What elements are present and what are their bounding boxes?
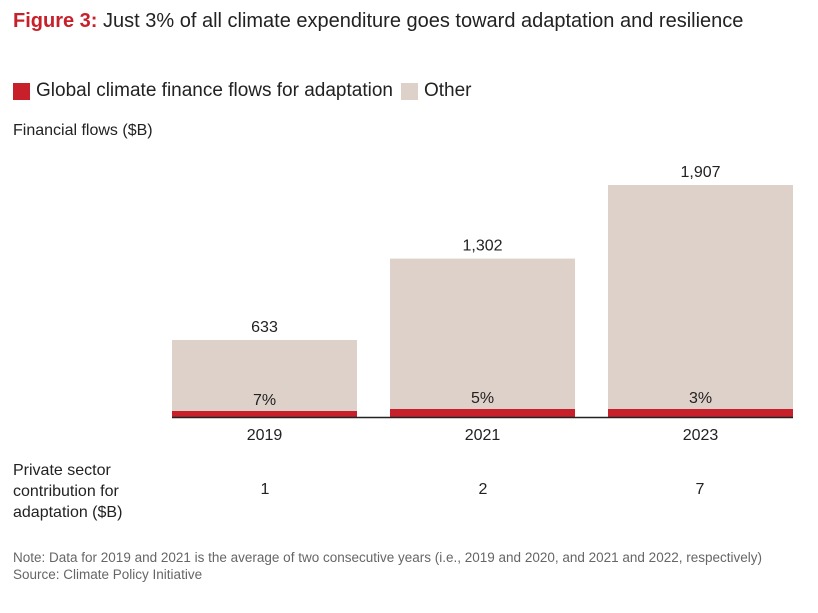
- y-axis-label: Financial flows ($B): [13, 122, 153, 139]
- footnote: Note: Data for 2019 and 2021 is the aver…: [13, 549, 803, 583]
- chart-title: Figure 3: Just 3% of all climate expendi…: [13, 6, 803, 37]
- legend-swatch-adaptation: [13, 82, 30, 100]
- total-label-2023: 1,907: [680, 164, 720, 181]
- x-tick-label-2023: 2023: [683, 427, 719, 444]
- private-value-2021: 2: [478, 481, 488, 498]
- share-label-2019: 7%: [253, 392, 276, 409]
- legend-item-other: Other: [400, 80, 472, 102]
- title-text: Just 3% of all climate expenditure goes …: [97, 10, 744, 32]
- figure-number: Figure 3:: [13, 10, 98, 32]
- legend-label-adaptation: Global climate finance flows for adaptat…: [36, 80, 393, 101]
- bar-adaptation-2021: [390, 409, 575, 417]
- bar-adaptation-2019: [172, 411, 357, 417]
- bar-adaptation-2023: [608, 409, 793, 417]
- total-label-2019: 633: [251, 319, 278, 336]
- private-value-2023: 7: [695, 481, 705, 498]
- bar-other-2019: [172, 339, 357, 411]
- total-label-2021: 1,302: [462, 238, 502, 255]
- share-label-2023: 3%: [689, 390, 712, 407]
- legend-swatch-other: [400, 82, 418, 100]
- note-text: Note: Data for 2019 and 2021 is the aver…: [13, 550, 762, 565]
- legend: Global climate finance flows for adaptat…: [13, 80, 480, 102]
- legend-item-adaptation: Global climate finance flows for adaptat…: [13, 80, 393, 102]
- x-tick-label-2021: 2021: [465, 427, 501, 444]
- private-sector-label: Private sector contribution for adaptati…: [13, 462, 123, 521]
- x-tick-label-2019: 2019: [247, 427, 283, 444]
- legend-label-other: Other: [423, 80, 472, 101]
- bar-chart: 633 7% 2019 1,302 5% 2021 1,907 3% 2023: [172, 164, 793, 444]
- bar-other-2023: [608, 185, 793, 409]
- private-value-2019: 1: [260, 481, 270, 498]
- bar-other-2021: [390, 258, 575, 409]
- source-text: Source: Climate Policy Initiative: [13, 567, 203, 582]
- share-label-2021: 5%: [471, 390, 494, 407]
